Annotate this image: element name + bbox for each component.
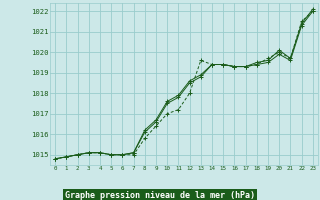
- Text: Graphe pression niveau de la mer (hPa): Graphe pression niveau de la mer (hPa): [65, 191, 255, 200]
